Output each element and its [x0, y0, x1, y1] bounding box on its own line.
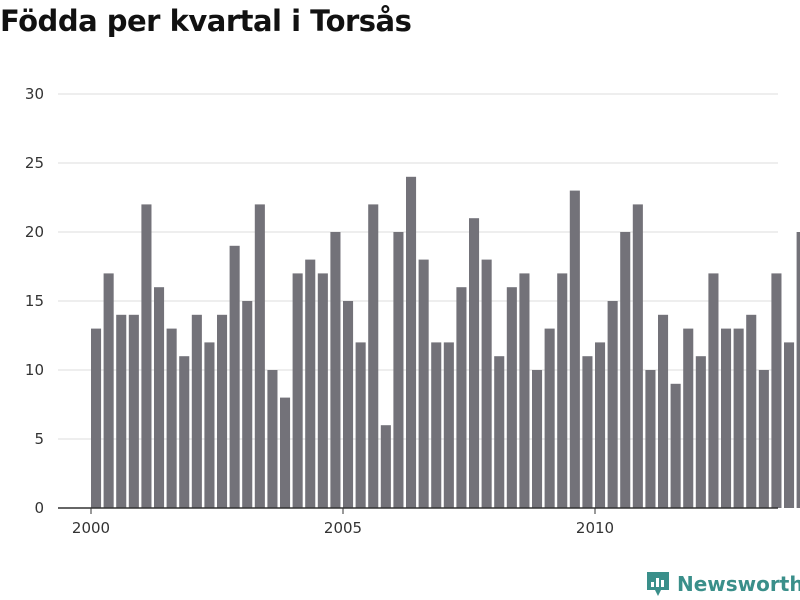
bar	[317, 273, 328, 508]
bar	[758, 370, 769, 508]
brand: Newsworthy	[645, 570, 800, 598]
bar	[469, 218, 480, 508]
bar	[254, 204, 265, 508]
bar	[292, 273, 303, 508]
bar	[607, 301, 618, 508]
bar	[343, 301, 354, 508]
bar	[519, 273, 530, 508]
bar	[708, 273, 719, 508]
bar	[418, 259, 429, 508]
bar	[406, 176, 417, 509]
bar	[746, 314, 757, 508]
bar	[721, 328, 732, 508]
bar	[204, 342, 215, 508]
bar	[242, 301, 253, 508]
bar	[670, 383, 681, 508]
y-tick-label: 0	[34, 499, 44, 517]
bar	[557, 273, 568, 508]
bar	[431, 342, 442, 508]
bar	[569, 190, 580, 508]
bar	[154, 287, 165, 508]
bar	[582, 356, 593, 508]
bar	[393, 232, 404, 508]
bar	[771, 273, 782, 508]
bar	[456, 287, 467, 508]
y-tick-label: 5	[34, 430, 44, 448]
bars	[91, 176, 800, 509]
y-tick-label: 10	[25, 361, 44, 379]
bar	[305, 259, 316, 508]
bar	[330, 232, 341, 508]
bar	[91, 328, 102, 508]
bar	[645, 370, 656, 508]
bar	[116, 314, 127, 508]
bar	[128, 314, 139, 508]
bar	[103, 273, 114, 508]
gridlines	[58, 93, 778, 440]
x-tick-label: 2000	[72, 519, 110, 537]
y-tick-label: 15	[25, 292, 44, 310]
bar	[494, 356, 505, 508]
bar	[695, 356, 706, 508]
bar	[267, 370, 278, 508]
y-tick-label: 30	[25, 85, 44, 103]
bar	[380, 425, 391, 508]
bar	[481, 259, 492, 508]
bar	[620, 232, 631, 508]
bar	[191, 314, 202, 508]
y-tick-label: 20	[25, 223, 44, 241]
bar	[796, 232, 800, 508]
bar	[532, 370, 543, 508]
bar	[443, 342, 454, 508]
bar	[141, 204, 152, 508]
bar	[784, 342, 795, 508]
bar	[733, 328, 744, 508]
x-tick-label: 2010	[576, 519, 614, 537]
bar	[368, 204, 379, 508]
bar	[683, 328, 694, 508]
bar	[229, 245, 240, 509]
brand-name: Newsworthy	[677, 572, 800, 596]
chart-title: Födda per kvartal i Torsås	[0, 4, 412, 38]
bar	[179, 356, 190, 508]
bar	[506, 287, 517, 508]
newsworthy-logo-icon	[647, 572, 669, 596]
y-axis: 0 5 10 15 20 25 30	[25, 85, 44, 517]
bar	[355, 342, 366, 508]
bar	[217, 314, 228, 508]
bar	[166, 328, 177, 508]
bar	[280, 397, 291, 508]
bar	[595, 342, 606, 508]
bar	[632, 204, 643, 508]
bar	[658, 314, 669, 508]
bar	[544, 328, 555, 508]
y-tick-label: 25	[25, 154, 44, 172]
x-tick-label: 2005	[324, 519, 362, 537]
x-axis: 200020052010201520202025	[58, 507, 778, 537]
